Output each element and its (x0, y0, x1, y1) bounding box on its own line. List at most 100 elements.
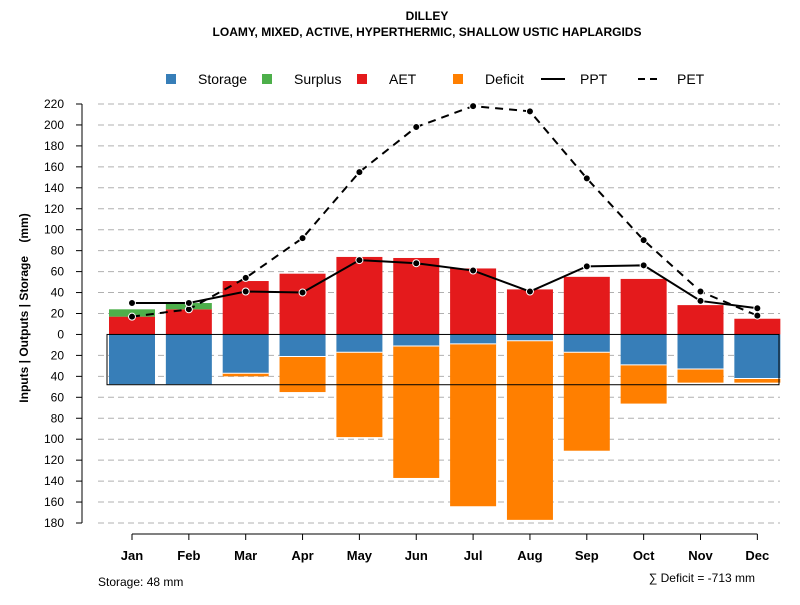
ppt-line-point (753, 304, 762, 313)
pet-line-point (525, 107, 534, 116)
ppt-line-point (184, 299, 193, 308)
aet-bar (620, 278, 667, 335)
y-tick-label: 60 (51, 390, 65, 404)
ppt-line-point (582, 262, 591, 271)
legend-label: PET (677, 71, 705, 87)
y-tick-label: 20 (51, 307, 65, 321)
y-axis-label: Inputs | Outputs | Storage (mm) (17, 213, 31, 402)
x-tick-label: May (347, 548, 373, 563)
ppt-line-point (355, 256, 364, 265)
legend-swatch (357, 74, 367, 84)
y-tick-label: 140 (44, 181, 64, 195)
deficit-bar (506, 340, 553, 520)
chart-title: DILLEY (406, 9, 449, 23)
ppt-line-point (128, 299, 136, 308)
y-tick-label: 160 (44, 495, 64, 509)
ppt-line-point (469, 266, 478, 275)
deficit-bar (620, 364, 667, 404)
storage-bar (677, 334, 724, 370)
y-tick-label: 160 (44, 160, 64, 174)
ppt-line-point (412, 259, 421, 268)
aet-bar (450, 268, 497, 335)
storage-footnote: Storage: 48 mm (98, 575, 183, 589)
ppt-line-point (639, 261, 648, 270)
aet-bar (506, 289, 553, 335)
storage-bar (393, 334, 440, 346)
legend-swatch (262, 74, 272, 84)
pet-line-point (469, 102, 478, 111)
storage-bar (506, 334, 553, 341)
legend-label: Storage (198, 71, 247, 87)
aet-bar (165, 309, 212, 335)
y-tick-label: 200 (44, 118, 64, 132)
y-tick-label: 120 (44, 202, 64, 216)
aet-bar (109, 316, 155, 335)
deficit-bar (222, 373, 269, 377)
ppt-line (132, 259, 758, 310)
ppt-line-point (525, 287, 534, 296)
deficit-bar (279, 356, 326, 393)
pet-line-point (128, 312, 136, 321)
x-axis: Jan Feb Mar Apr May Jun Jul Aug Sep Oct Nov Dec (121, 533, 769, 563)
storage-bar (165, 334, 212, 385)
legend-label: Deficit (485, 71, 524, 87)
y-tick-label: 40 (51, 369, 65, 383)
chart-subtitle: LOAMY, MIXED, ACTIVE, HYPERTHERMIC, SHAL… (213, 25, 642, 39)
storage-bar (336, 334, 383, 353)
storage-bar (563, 334, 610, 353)
x-tick-label: Dec (745, 548, 769, 563)
storage-capacity-box (106, 333, 780, 386)
deficit-bar (450, 343, 497, 507)
y-tick-label: 40 (51, 286, 65, 300)
legend-label: Surplus (294, 71, 341, 87)
lines-group (128, 102, 762, 321)
pet-line-point (696, 287, 705, 296)
y-tick-label: 100 (44, 432, 64, 446)
pet-line-point (582, 174, 591, 183)
ppt-line-point (298, 288, 307, 297)
pet-line-point (753, 311, 762, 320)
x-tick-label: Jun (405, 548, 428, 563)
x-tick-label: Oct (633, 548, 655, 563)
x-tick-label: Aug (517, 548, 542, 563)
y-tick-label: 100 (44, 223, 64, 237)
deficit-bar (393, 345, 440, 478)
y-tick-label: 220 (44, 97, 64, 111)
aet-bar (677, 305, 724, 335)
x-tick-label: Jul (464, 548, 483, 563)
deficit-footnote: ∑ Deficit = -713 mm (649, 571, 755, 585)
x-tick-label: Jan (121, 548, 143, 563)
y-tick-label: 140 (44, 474, 64, 488)
aet-bar (734, 318, 781, 335)
ppt-line-point (696, 296, 705, 305)
legend-label: AET (389, 71, 417, 87)
pet-line-point (241, 273, 250, 282)
y-tick-label: 60 (51, 265, 65, 279)
y-axis: 2202001801601401201008060402002040608010… (44, 97, 83, 530)
pet-line (131, 105, 758, 318)
y-tick-label: 20 (51, 348, 65, 362)
pet-line-point (412, 123, 421, 132)
y-tick-label: 80 (51, 244, 65, 258)
storage-bar (109, 334, 155, 385)
y-tick-label: 120 (44, 453, 64, 467)
pet-line-point (639, 236, 648, 245)
legend-label: PPT (580, 71, 608, 87)
pet-line-point (355, 168, 364, 177)
pet-line-point (298, 234, 307, 243)
ppt-line-point (241, 287, 250, 296)
storage-bar (620, 334, 667, 365)
legend-swatch (166, 74, 176, 84)
deficit-bar (677, 369, 724, 383)
storage-bar (734, 334, 781, 379)
legend-swatch (453, 74, 463, 84)
deficit-bar (563, 352, 610, 451)
aet-bar (563, 276, 610, 335)
x-tick-label: Mar (234, 548, 257, 563)
y-tick-label: 80 (51, 411, 65, 425)
legend: Storage Surplus AET Deficit PPT PET (166, 71, 705, 87)
x-tick-label: Nov (688, 548, 713, 563)
deficit-bar (734, 378, 781, 383)
